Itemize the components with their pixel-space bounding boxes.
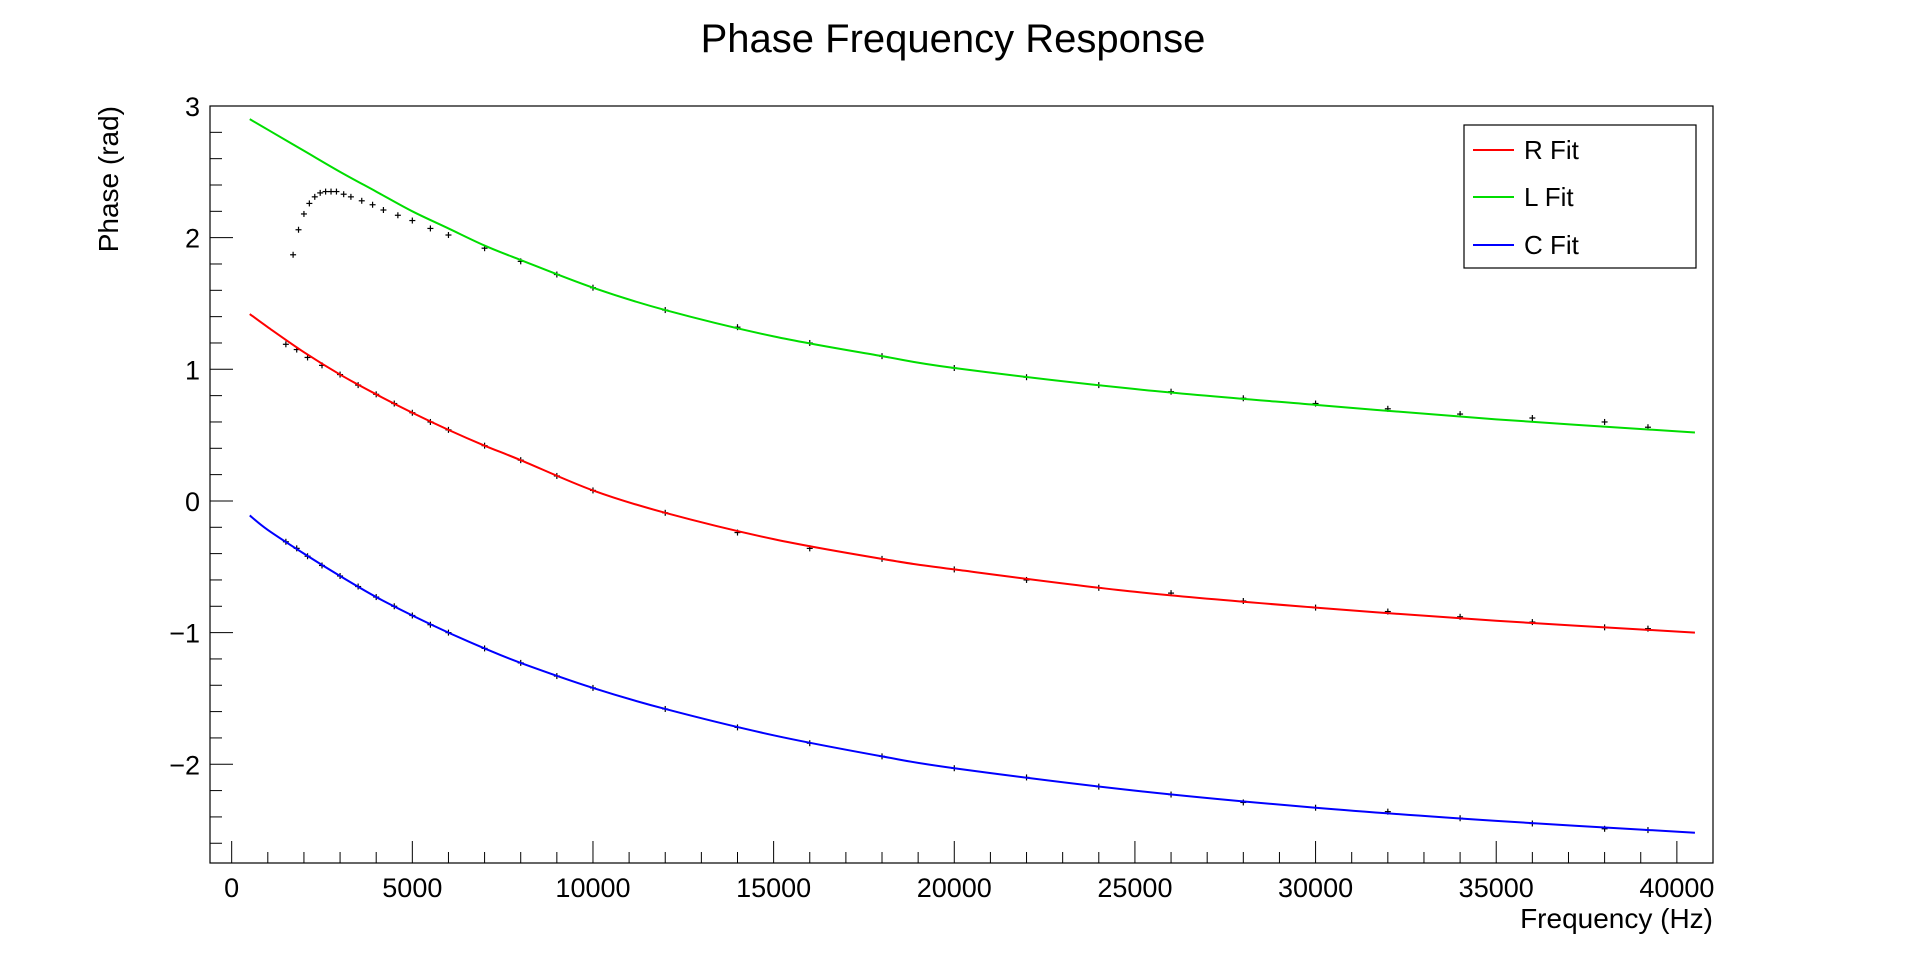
data-point (1601, 418, 1608, 425)
legend-label-r-fit: R Fit (1524, 135, 1580, 165)
data-point (333, 188, 340, 195)
data-point (358, 197, 365, 204)
fit-line-l-fit (249, 118, 1696, 434)
x-tick-label: 30000 (1278, 873, 1353, 903)
data-point (317, 189, 324, 196)
x-tick-label: 10000 (555, 873, 630, 903)
data-point (409, 217, 416, 224)
legend-label-l-fit: L Fit (1524, 182, 1574, 212)
y-axis-ticks (210, 105, 233, 844)
x-axis-tick-labels: 0 5000 10000 15000 20000 25000 30000 35000 40000 (224, 873, 1714, 903)
plot-frame (209, 105, 1714, 864)
data-point (322, 188, 329, 195)
x-axis-label: Frequency (Hz) (1520, 903, 1713, 934)
x-tick-label: 5000 (382, 873, 442, 903)
data-point (427, 225, 434, 232)
data-point (380, 207, 387, 214)
fit-lines (249, 118, 1696, 834)
data-point (347, 193, 354, 200)
y-tick-label: 3 (185, 92, 200, 122)
data-point (369, 201, 376, 208)
fit-line-c-fit (249, 514, 1695, 834)
x-tick-label: 40000 (1639, 873, 1714, 903)
data-point (300, 210, 307, 217)
data-point (1529, 415, 1536, 422)
x-tick-label: 20000 (917, 873, 992, 903)
data-point (295, 226, 302, 233)
x-tick-label: 35000 (1459, 873, 1534, 903)
y-tick-label: 1 (185, 355, 200, 385)
legend-label-c-fit: C Fit (1524, 230, 1580, 260)
x-axis-ticks (231, 841, 1678, 863)
x-tick-label: 15000 (736, 873, 811, 903)
x-tick-label: 0 (224, 873, 239, 903)
y-tick-label: 2 (185, 224, 200, 254)
data-point (311, 193, 318, 200)
data-point (394, 212, 401, 219)
y-axis-tick-labels: −2 −1 0 1 2 3 (169, 92, 200, 780)
data-point (328, 188, 335, 195)
measured-data-points (282, 188, 1651, 834)
y-tick-label: −2 (169, 750, 200, 780)
data-point (306, 200, 313, 207)
x-tick-label: 25000 (1097, 873, 1172, 903)
data-point (340, 191, 347, 198)
chart-title: Phase Frequency Response (701, 17, 1206, 61)
data-point (290, 251, 297, 258)
legend: R Fit L Fit C Fit (1463, 124, 1697, 269)
y-tick-label: 0 (185, 487, 200, 517)
y-tick-label: −1 (169, 619, 200, 649)
fit-line-r-fit (249, 313, 1695, 634)
data-point (445, 232, 452, 239)
data-point (282, 341, 289, 348)
y-axis-label: Phase (rad) (93, 106, 124, 252)
